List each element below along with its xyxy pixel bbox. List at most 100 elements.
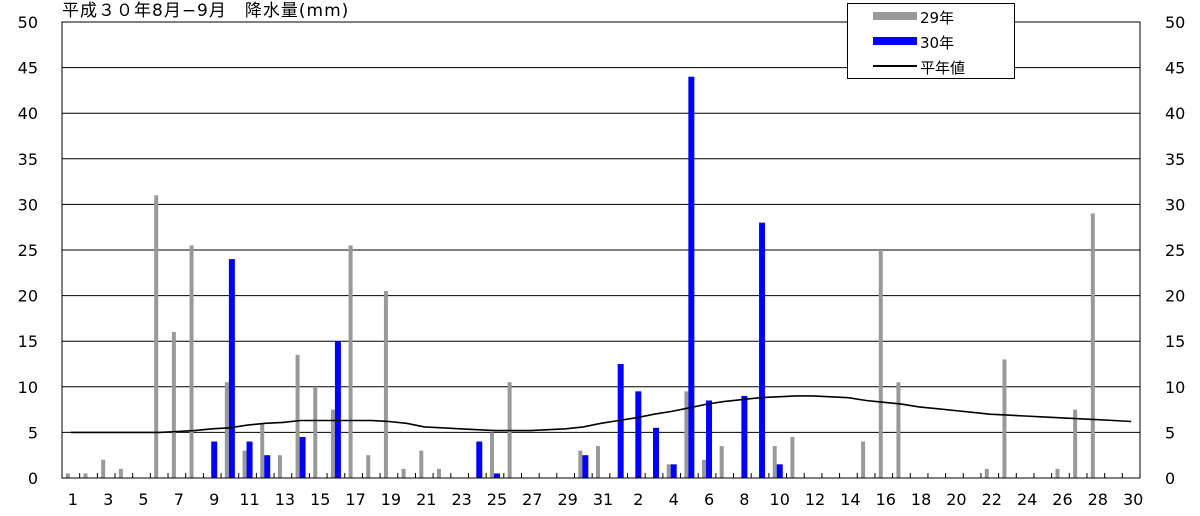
bar-30 <box>706 400 713 478</box>
bar-29 <box>295 354 300 478</box>
bar-29 <box>596 446 600 478</box>
bar-29 <box>702 459 707 478</box>
x-tick-label: 23 <box>451 490 471 509</box>
bar-29 <box>401 468 406 478</box>
x-tick-label: 27 <box>522 490 542 509</box>
bar-30 <box>741 395 748 478</box>
bar-29 <box>383 291 388 478</box>
bar-29 <box>790 436 795 478</box>
x-tick-label: 28 <box>1088 490 1108 509</box>
y-tick-label-left: 20 <box>18 287 38 306</box>
bar-29 <box>330 409 335 478</box>
x-tick-label: 26 <box>1052 490 1072 509</box>
bars-layer <box>65 76 1095 478</box>
x-tick-label: 1 <box>68 490 78 509</box>
bar-30 <box>334 341 341 478</box>
bar-29 <box>366 455 371 478</box>
bar-30 <box>635 391 642 478</box>
bar-29 <box>101 459 106 478</box>
y-tick-label-left: 50 <box>18 13 38 32</box>
x-tick-label: 24 <box>1017 490 1037 509</box>
y-tick-label-left: 10 <box>18 378 38 397</box>
x-tick-label: 13 <box>275 490 295 509</box>
bar-29 <box>1090 213 1095 478</box>
x-tick-label: 31 <box>593 490 613 509</box>
x-tick-label: 11 <box>239 490 259 509</box>
x-tick-label: 6 <box>704 490 714 509</box>
x-tick-label: 10 <box>770 490 790 509</box>
bar-29 <box>436 468 441 478</box>
bar-29 <box>260 423 265 478</box>
x-tick-label: 5 <box>138 490 148 509</box>
bar-29 <box>772 446 777 478</box>
x-tick-label: 18 <box>911 490 931 509</box>
line-normal <box>70 395 1132 434</box>
legend-swatch-29 <box>873 12 917 20</box>
legend-item-29: 29年 <box>848 4 1016 28</box>
y-tick-label-left: 40 <box>18 104 38 123</box>
x-tick-label: 16 <box>876 490 896 509</box>
bar-29 <box>984 468 989 478</box>
y-tick-label-left: 30 <box>18 195 38 214</box>
y-tick-label-right: 45 <box>1165 59 1185 78</box>
y-tick-label-right: 35 <box>1165 150 1185 169</box>
bar-29 <box>242 450 247 478</box>
legend-item-30: 30年 <box>848 29 1016 53</box>
x-tick-label: 21 <box>416 490 436 509</box>
y-tick-label-right: 50 <box>1165 13 1185 32</box>
bar-29 <box>1055 468 1060 478</box>
legend-line-normal <box>873 65 917 67</box>
y-tick-label-right: 20 <box>1165 287 1185 306</box>
legend: 29年 30年 平年値 <box>847 3 1015 79</box>
bar-29 <box>224 382 229 478</box>
x-tick-label: 4 <box>669 490 679 509</box>
bar-29 <box>313 386 318 478</box>
bar-30 <box>688 76 695 478</box>
bar-29 <box>83 473 88 478</box>
legend-label-30: 30年 <box>920 34 955 52</box>
y-tick-label-left: 0 <box>28 469 38 488</box>
x-tick-label: 14 <box>840 490 860 509</box>
bar-29 <box>189 245 194 478</box>
x-tick-label: 8 <box>739 490 749 509</box>
bar-30 <box>246 441 253 478</box>
bar-29 <box>578 450 583 478</box>
bar-29 <box>489 432 494 478</box>
y-tick-label-left: 35 <box>18 150 38 169</box>
x-tick-label: 22 <box>982 490 1002 509</box>
bar-30 <box>476 441 483 478</box>
legend-swatch-30 <box>873 37 917 45</box>
bar-29 <box>684 391 689 478</box>
bar-29 <box>154 195 159 478</box>
bar-29 <box>171 332 176 478</box>
x-tick-label: 15 <box>310 490 330 509</box>
y-tick-label-left: 25 <box>18 241 38 260</box>
bar-30 <box>493 473 500 478</box>
legend-item-normal: 平年値 <box>848 54 1016 78</box>
y-tick-label-right: 25 <box>1165 241 1185 260</box>
chart-title: 平成３０年8月−9月 降水量(mm) <box>62 1 350 21</box>
bar-29 <box>1073 409 1078 478</box>
grid-layer <box>62 21 1140 479</box>
bar-30 <box>759 222 766 478</box>
legend-label-29: 29年 <box>920 9 955 27</box>
bar-30 <box>264 455 271 478</box>
x-tick-label: 30 <box>1123 490 1143 509</box>
bar-30 <box>582 455 589 478</box>
y-tick-label-right: 0 <box>1165 469 1175 488</box>
y-tick-label-right: 40 <box>1165 104 1185 123</box>
bar-29 <box>896 382 901 478</box>
x-tick-label: 17 <box>345 490 365 509</box>
x-tick-label: 29 <box>557 490 577 509</box>
x-tick-label: 12 <box>805 490 825 509</box>
bar-30 <box>299 436 306 478</box>
bar-29 <box>348 245 353 478</box>
bar-29 <box>666 464 671 478</box>
x-tick-label: 19 <box>381 490 401 509</box>
x-tick-label: 25 <box>487 490 507 509</box>
plot-frame <box>61 21 1141 479</box>
y-tick-label-right: 15 <box>1165 332 1185 351</box>
y-tick-label-right: 30 <box>1165 195 1185 214</box>
